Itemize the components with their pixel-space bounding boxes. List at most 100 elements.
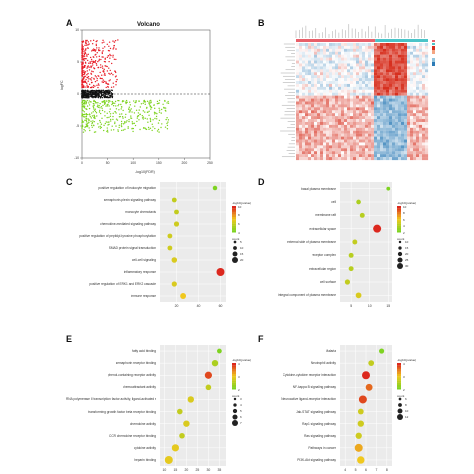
- dotplot-d-color-legend-bar: [397, 219, 401, 222]
- heatmap-cell: [416, 66, 420, 70]
- heatmap-cell: [320, 133, 324, 137]
- heatmap-cell: [404, 92, 408, 96]
- heatmap-cell: [383, 72, 387, 76]
- heatmap-cell: [311, 54, 315, 58]
- heatmap-cell: [371, 145, 375, 149]
- dotplot-d-color-legend-bar: [397, 217, 401, 220]
- heatmap-cell: [311, 86, 315, 90]
- dotplot-f-point: [368, 360, 375, 367]
- dotplot-d-size-legend-dot: [397, 263, 403, 269]
- dotplot-f-color-legend-bar: [397, 382, 401, 386]
- heatmap-cell: [338, 124, 342, 128]
- heatmap-cell: [332, 107, 336, 111]
- heatmap-cell: [308, 81, 312, 85]
- heatmap-cell: [311, 145, 315, 149]
- heatmap-cell: [386, 72, 390, 76]
- volcano-point-ns: [90, 92, 92, 94]
- volcano-point-down: [86, 105, 89, 107]
- volcano-point-down: [105, 105, 107, 107]
- dotplot-e-point: [204, 371, 212, 379]
- heatmap-cell: [332, 148, 336, 152]
- volcano-ytick-label: -5: [75, 124, 79, 128]
- heatmap-cell: [311, 151, 315, 155]
- heatmap-cell: [314, 78, 318, 82]
- heatmap-cell: [407, 54, 411, 58]
- heatmap-cell: [326, 66, 330, 70]
- heatmap-cell: [407, 72, 411, 76]
- volcano-point-ns: [106, 90, 108, 92]
- heatmap-cell: [377, 107, 381, 111]
- heatmap-cell: [347, 48, 351, 52]
- heatmap-cell: [383, 66, 387, 70]
- dotplot-d-color-legend-bar: [397, 221, 401, 224]
- heatmap-cell: [395, 69, 399, 73]
- heatmap-cell: [410, 145, 414, 149]
- heatmap-cell: [395, 60, 399, 64]
- dotplot-e-color-legend-bar: [232, 382, 236, 386]
- volcano-point-down: [93, 120, 96, 123]
- volcano-point-down: [120, 120, 123, 123]
- heatmap-cell: [296, 51, 300, 55]
- heatmap-cell: [350, 63, 354, 67]
- heatmap-cell: [311, 104, 315, 108]
- heatmap-cell: [419, 54, 423, 58]
- heatmap-cell: [353, 154, 357, 158]
- volcano-point-up: [83, 52, 85, 55]
- heatmap-cell: [371, 133, 375, 137]
- heatmap-cell: [332, 133, 336, 137]
- heatmap-cell: [299, 81, 303, 85]
- volcano-point-up: [102, 56, 104, 58]
- heatmap-cell: [407, 81, 411, 85]
- volcano-point-down: [117, 129, 119, 131]
- dotplot-e-size-legend-dot: [232, 420, 238, 426]
- dotplot-e-point: [179, 432, 185, 439]
- heatmap-cell: [359, 124, 363, 128]
- heatmap-cell: [374, 45, 378, 49]
- volcano-point-down: [125, 113, 127, 116]
- heatmap-cell: [320, 54, 324, 58]
- heatmap-cell: [317, 51, 321, 55]
- volcano-point-up: [102, 70, 104, 72]
- volcano-point-down: [139, 113, 141, 116]
- heatmap-cell: [407, 45, 411, 49]
- volcano-point-down: [93, 108, 95, 110]
- heatmap-cell: [398, 110, 402, 114]
- heatmap-cell: [404, 54, 408, 58]
- volcano-point-ns: [108, 96, 110, 99]
- heatmap-cell: [425, 101, 429, 105]
- heatmap-cell: [371, 72, 375, 76]
- heatmap-cell: [299, 116, 303, 120]
- heatmap-cell: [422, 157, 426, 161]
- heatmap-cell: [329, 124, 333, 128]
- heatmap-cell: [344, 81, 348, 85]
- heatmap-cell: [359, 157, 363, 161]
- heatmap-cell: [425, 139, 429, 143]
- heatmap-cell: [302, 57, 306, 61]
- dotplot-d-size-legend-label: 20: [405, 252, 409, 256]
- heatmap-cell: [374, 124, 378, 128]
- volcano-point-up: [112, 82, 114, 84]
- heatmap-cell: [404, 121, 408, 125]
- heatmap-cell: [374, 92, 378, 96]
- heatmap-cell: [317, 83, 321, 87]
- dotplot-f-category-label: Cytokine-cytokine receptor interaction: [282, 373, 336, 378]
- volcano-point-down: [148, 110, 150, 112]
- heatmap-cell: [320, 89, 324, 93]
- heatmap-cell: [395, 101, 399, 105]
- heatmap-cell: [422, 124, 426, 128]
- heatmap-cell: [317, 157, 321, 161]
- heatmap-cell: [359, 66, 363, 70]
- dotplot-e-point: [211, 359, 219, 367]
- heatmap-cell: [317, 45, 321, 49]
- heatmap-cell: [392, 66, 396, 70]
- volcano-point-up: [83, 59, 85, 61]
- heatmap-cell: [356, 101, 360, 105]
- volcano-point-down: [145, 128, 147, 130]
- heatmap-cell: [347, 69, 351, 73]
- heatmap-cell: [353, 133, 357, 137]
- heatmap-cell: [320, 110, 324, 114]
- heatmap-cell: [410, 75, 414, 79]
- heatmap-cell: [425, 75, 429, 79]
- heatmap-cell: [353, 78, 357, 82]
- heatmap-cell: [422, 116, 426, 120]
